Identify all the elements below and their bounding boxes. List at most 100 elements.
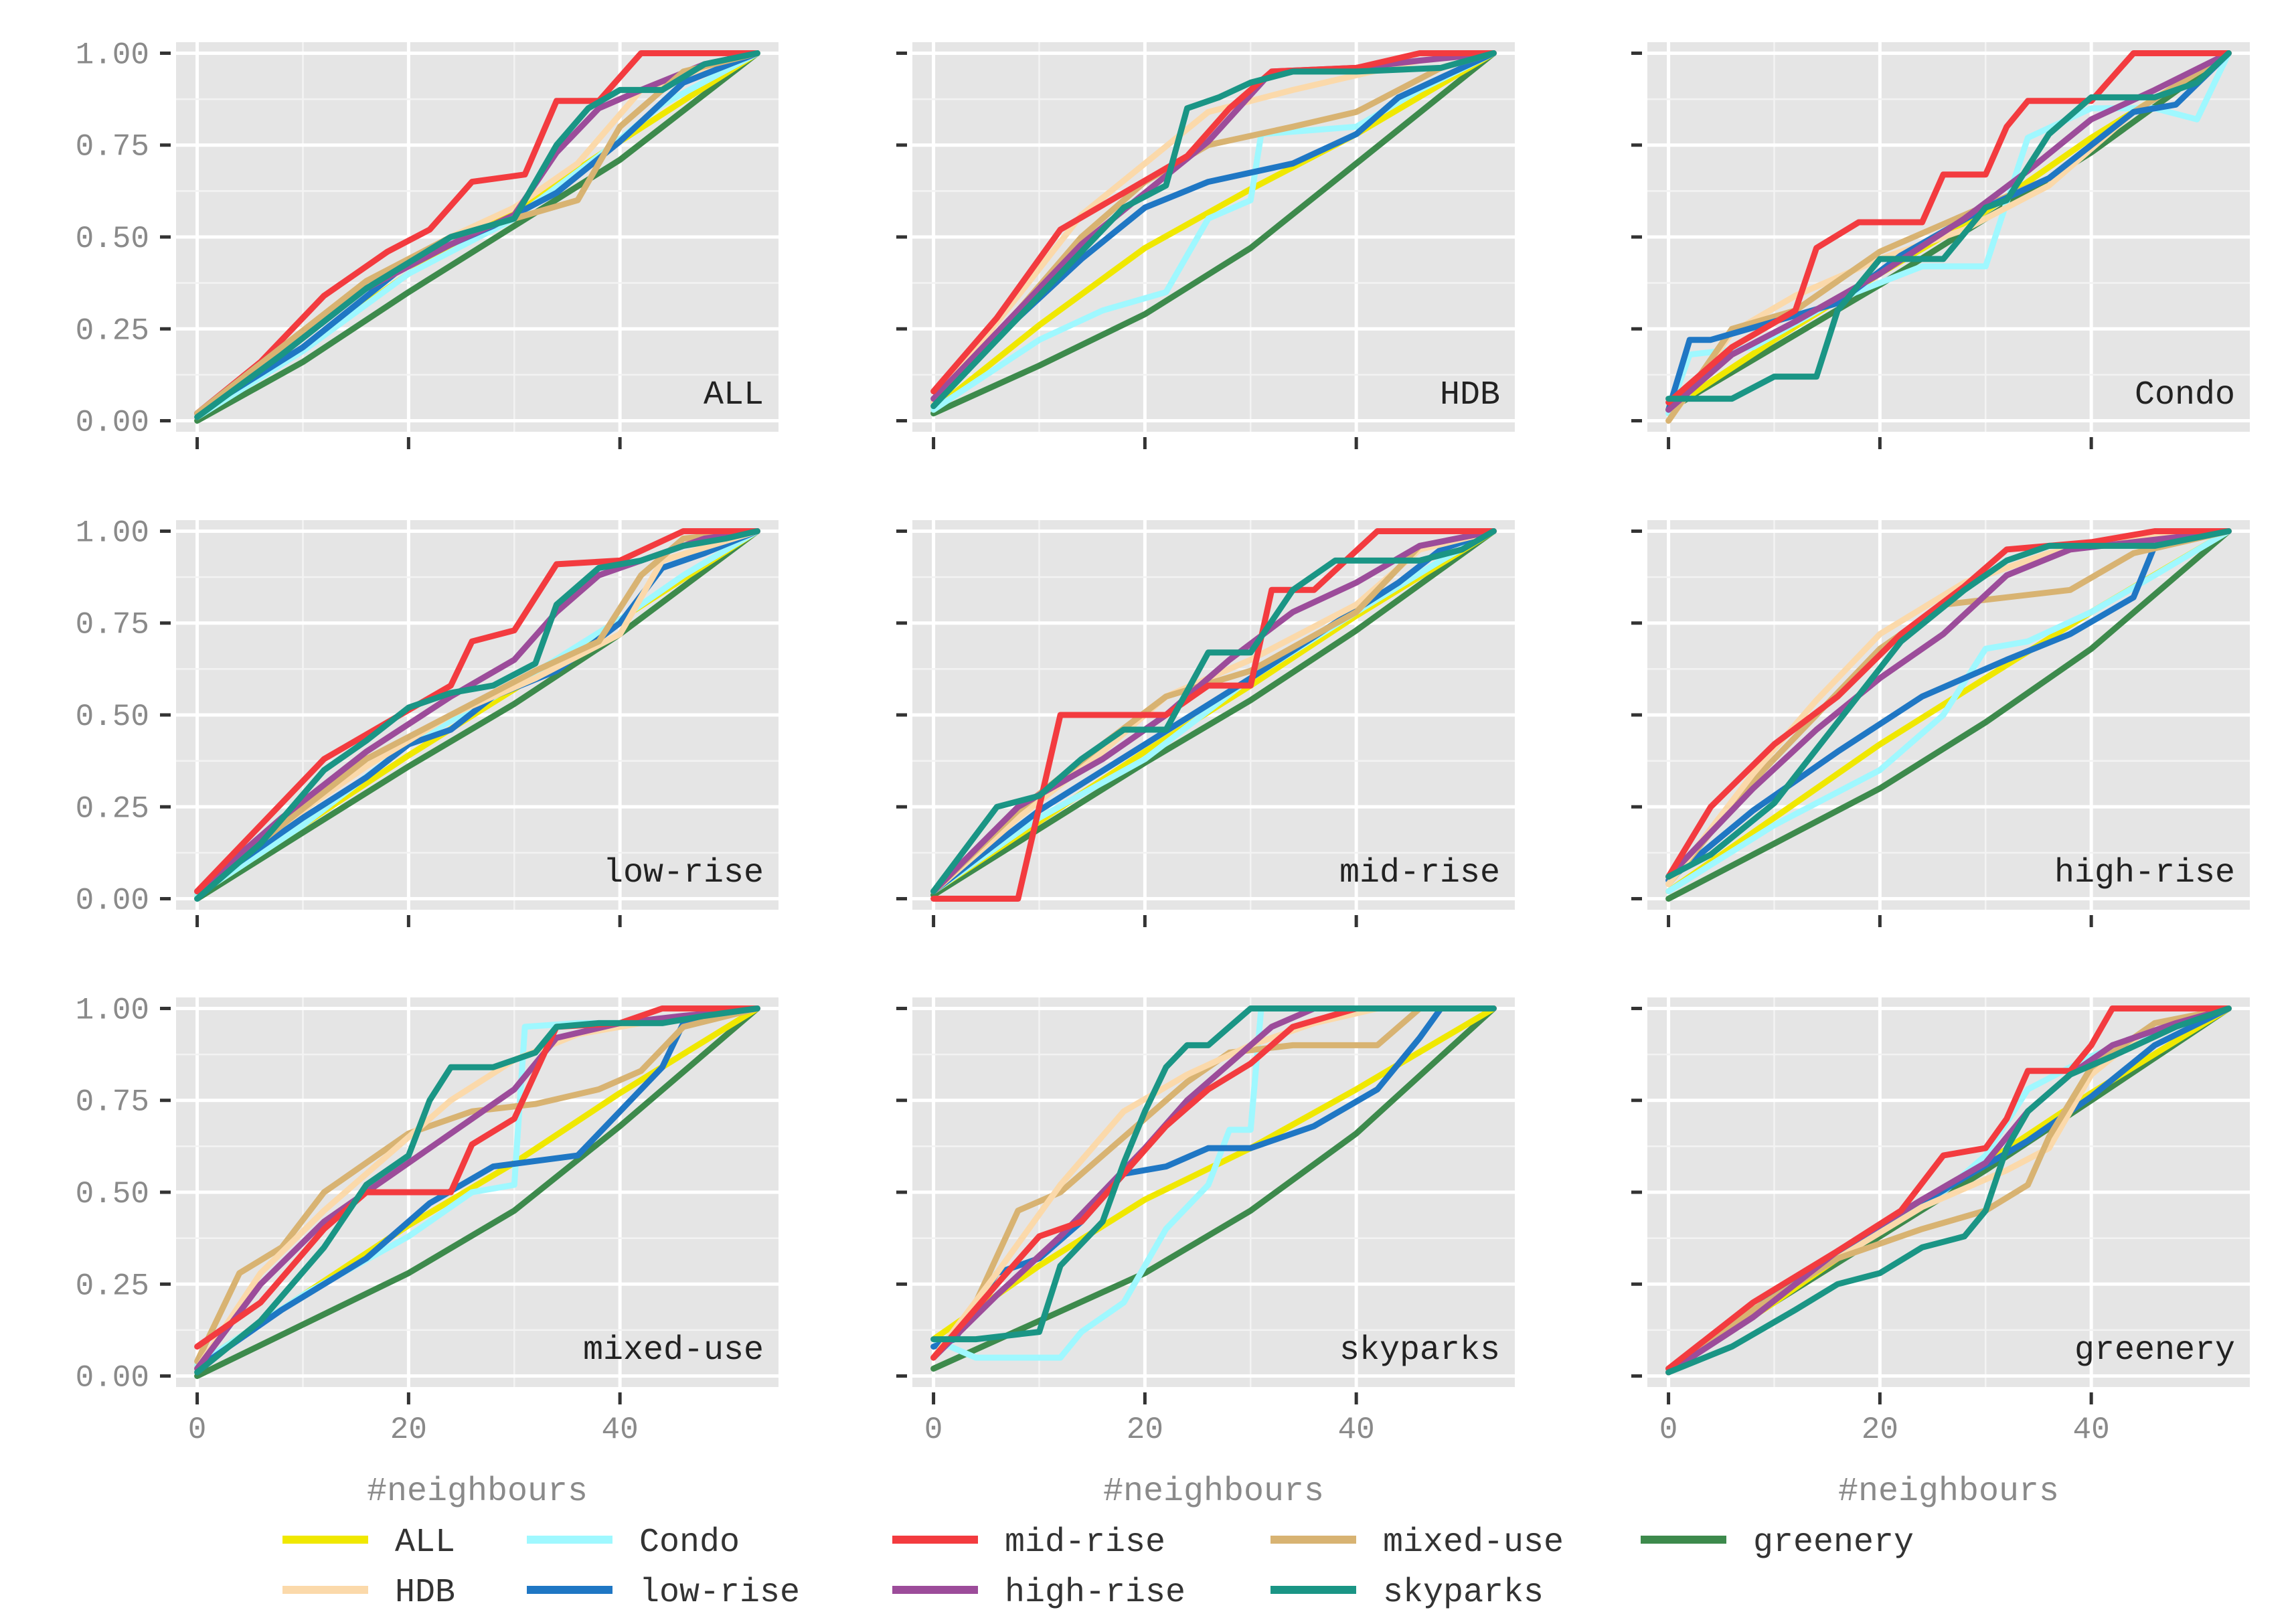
series-line-skyparks [930,1005,1497,1343]
series-line-greenery [194,528,760,902]
series-line-low-rise [194,50,760,416]
legend-item-greenery: greenery [1641,1524,1914,1562]
y-tick-label: 0.50 [76,700,149,734]
legend-item-HDB: HDB [282,1574,455,1612]
series-line-greenery [194,50,760,424]
y-tick-label: 0.75 [76,1085,149,1120]
series-line-greenery [930,1005,1497,1372]
legend-item-high-rise: high-rise [892,1574,1185,1612]
x-tick-label: 40 [602,1412,639,1447]
series-line-mid-rise [1665,528,2232,880]
x-tick-label: 20 [390,1412,427,1447]
legend-label: mid-rise [1005,1524,1165,1562]
legend-item-ALL: ALL [282,1524,455,1562]
y-tick-label: 1.00 [76,515,149,550]
series-line-greenery [1665,50,2232,413]
series-line-ALL [930,50,1497,413]
panel-greenery: greenery [1647,997,2250,1387]
series-line-skyparks [1665,50,2232,402]
series-line-high-rise [1665,1005,2232,1376]
series-line-skyparks [930,528,1497,894]
series-line-skyparks [930,50,1497,410]
y-tick-label: 0.75 [76,608,149,643]
series-line-skyparks [194,1005,760,1376]
series-line-ALL [930,1005,1497,1343]
x-tick-label: 40 [1338,1412,1375,1447]
x-tick-label: 20 [1862,1412,1898,1447]
y-tick-label: 0.25 [76,1269,149,1303]
panel-Condo: Condo [1647,42,2250,432]
legend-label: HDB [395,1574,455,1612]
series-line-greenery [930,50,1497,416]
panel-label: skyparks [1339,1331,1500,1370]
panels-layer: ALL HDB Condo low-rise mid-rise high-rise mixe… [176,42,2250,1387]
series-line-greenery [194,1005,760,1379]
panel-ALL: ALL [176,42,778,432]
series-line-mid-rise [194,528,760,894]
panel-label: mid-rise [1339,854,1500,892]
series-line-HDB [930,1005,1497,1361]
y-tick-label: 0.25 [76,313,149,348]
series-line-high-rise [930,50,1497,402]
series-line-skyparks [194,528,760,902]
series-line-mixed-use [194,1005,760,1365]
x-tick-label: 40 [2073,1412,2110,1447]
series-line-mid-rise [930,528,1497,902]
y-tick-label: 0.50 [76,222,149,256]
panel-high-rise: high-rise [1647,520,2250,910]
legend: ALL Condo mid-rise mixed-use greenery HDB low-… [282,1524,1914,1612]
panel-label: HDB [1440,376,1500,414]
x-axis-title: #neighbours [1838,1473,2059,1511]
y-tick-label: 0.00 [76,884,149,918]
legend-item-mid-rise: mid-rise [892,1524,1165,1562]
x-axis-title: #neighbours [367,1473,588,1511]
y-tick-label: 0.00 [76,406,149,440]
legend-label: greenery [1753,1524,1914,1562]
panel-label: mixed-use [583,1331,764,1370]
x-tick-label: 20 [1127,1412,1163,1447]
legend-item-skyparks: skyparks [1270,1574,1544,1612]
series-line-low-rise [930,1005,1497,1350]
panel-mixed-use: mixed-use [176,997,778,1387]
series-line-low-rise [194,1005,760,1372]
panel-low-rise: low-rise [176,520,778,910]
panel-skyparks: skyparks [912,997,1515,1387]
legend-label: ALL [395,1524,455,1562]
series-line-skyparks [194,50,760,420]
x-tick-label: 0 [1659,1412,1678,1447]
series-line-skyparks [1665,1005,2232,1376]
series-line-mid-rise [194,50,760,416]
y-tick-label: 0.50 [76,1177,149,1212]
x-tick-label: 0 [924,1412,943,1447]
legend-label: skyparks [1383,1574,1544,1612]
series-line-greenery [1665,528,2232,902]
panel-HDB: HDB [912,42,1515,432]
series-line-mid-rise [1665,1005,2232,1372]
y-tick-label: 0.00 [76,1361,149,1396]
panel-mid-rise: mid-rise [912,520,1515,910]
y-tick-label: 0.75 [76,130,149,165]
y-tick-label: 0.25 [76,791,149,826]
legend-label: low-rise [639,1574,800,1612]
series-line-greenery [930,528,1497,898]
panel-label: high-rise [2054,854,2235,892]
legend-label: high-rise [1005,1574,1185,1612]
legend-label: mixed-use [1383,1524,1564,1562]
x-tick-label: 0 [188,1412,207,1447]
axis-layer: 0.00 0.25 0.50 0.75 1.00 0.00 0.25 0.50 0.75 1.00… [76,37,2110,1511]
y-tick-label: 1.00 [76,993,149,1028]
series-line-high-rise [194,1005,760,1372]
legend-label: Condo [639,1524,740,1562]
x-axis-title: #neighbours [1103,1473,1324,1511]
legend-item-Condo: Condo [527,1524,740,1562]
series-line-skyparks [1665,528,2232,880]
panel-label: low-rise [603,854,764,892]
legend-item-low-rise: low-rise [527,1574,800,1612]
series-line-mid-rise [930,50,1497,395]
panel-label: ALL [704,376,764,414]
y-tick-label: 1.00 [76,37,149,72]
series-line-Condo [1665,528,2232,894]
legend-item-mixed-use: mixed-use [1270,1524,1564,1562]
series-line-mixed-use [930,1005,1497,1361]
